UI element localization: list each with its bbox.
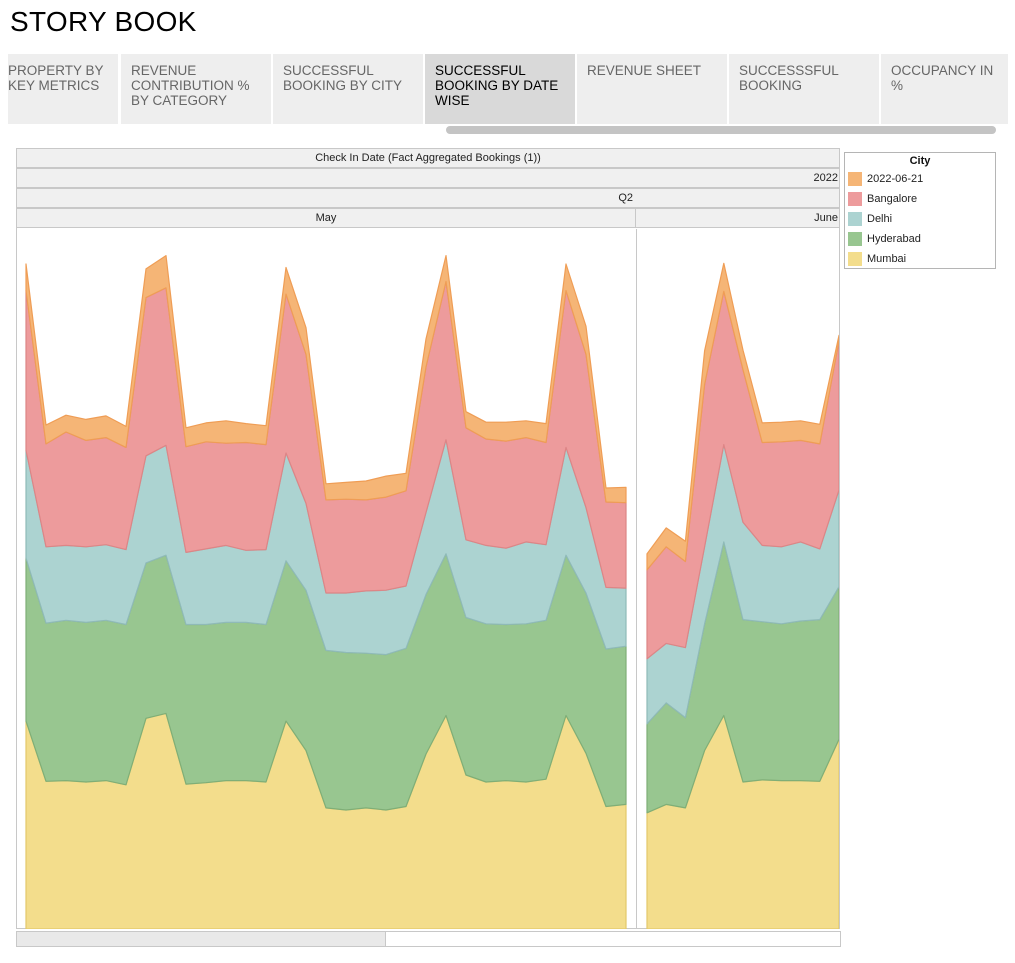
- tab-revenue-contribution[interactable]: REVENUE CONTRIBUTION % BY CATEGORY: [121, 54, 271, 124]
- horizontal-scrollbar[interactable]: [16, 931, 841, 947]
- tab-label: PROPERTY BY KEY METRICS: [8, 63, 104, 93]
- legend: City 2022-06-21 Bangalore Delhi Hyderaba…: [844, 152, 996, 269]
- tab-revenue-sheet[interactable]: REVENUE SHEET: [577, 54, 727, 124]
- chart-panel-may: [25, 255, 627, 929]
- tab-label: REVENUE SHEET: [587, 63, 702, 78]
- legend-item-2022-06-21[interactable]: 2022-06-21: [848, 172, 993, 188]
- story-tabs: PROPERTY BY KEY METRICS REVENUE CONTRIBU…: [8, 54, 1008, 124]
- legend-label: Bangalore: [867, 193, 918, 205]
- legend-label: Hyderabad: [867, 233, 921, 245]
- header-month-june: June: [814, 212, 838, 224]
- legend-swatch: [848, 172, 862, 186]
- header-quarter: Q2: [16, 188, 840, 208]
- tab-successful-booking-by-city[interactable]: SUCCESSFUL BOOKING BY CITY: [273, 54, 423, 124]
- header-year-label: 2022: [813, 172, 838, 184]
- legend-swatch: [848, 252, 862, 266]
- header-year: 2022: [16, 168, 840, 188]
- header-field-label: Check In Date (Fact Aggregated Bookings …: [315, 152, 541, 164]
- header-field: Check In Date (Fact Aggregated Bookings …: [16, 148, 840, 168]
- tab-successful-booking-by-date-wise[interactable]: SUCCESSFUL BOOKING BY DATE WISE: [425, 54, 575, 124]
- legend-item-bangalore[interactable]: Bangalore: [848, 192, 993, 208]
- legend-item-mumbai[interactable]: Mumbai: [848, 252, 993, 268]
- header-month: May June: [16, 208, 840, 228]
- horizontal-scrollbar-thumb[interactable]: [17, 932, 386, 946]
- tab-successsful-booking[interactable]: SUCCESSSFUL BOOKING: [729, 54, 879, 124]
- header-quarter-label: Q2: [618, 192, 633, 204]
- tab-label: REVENUE CONTRIBUTION % BY CATEGORY: [131, 63, 250, 108]
- page-title: STORY BOOK: [10, 6, 197, 37]
- tab-label: OCCUPANCY IN %: [891, 63, 994, 93]
- tab-label: SUCCESSSFUL BOOKING: [739, 63, 839, 93]
- legend-label: 2022-06-21: [867, 173, 924, 185]
- legend-item-delhi[interactable]: Delhi: [848, 212, 993, 228]
- tab-label: SUCCESSFUL BOOKING BY DATE WISE: [435, 63, 559, 108]
- legend-swatch: [848, 192, 862, 206]
- legend-item-hyderabad[interactable]: Hyderabad: [848, 232, 993, 248]
- header-month-may: May: [17, 209, 636, 227]
- area-2022-06-21-june[interactable]: [646, 262, 839, 571]
- area-2022-06-21-may[interactable]: [25, 255, 627, 504]
- legend-swatch: [848, 212, 862, 226]
- chart-panel-june: [646, 262, 839, 929]
- legend-swatch: [848, 232, 862, 246]
- tab-label: SUCCESSFUL BOOKING BY CITY: [283, 63, 403, 93]
- legend-label: Delhi: [867, 213, 893, 225]
- tab-property-by-key-metrics[interactable]: PROPERTY BY KEY METRICS: [8, 54, 118, 124]
- legend-title: City: [909, 155, 931, 167]
- tabs-scrollbar[interactable]: [446, 126, 996, 134]
- tab-occupancy-in-percent[interactable]: OCCUPANCY IN %: [881, 54, 1008, 124]
- stacked-area-chart: [25, 229, 839, 929]
- legend-label: Mumbai: [867, 253, 907, 265]
